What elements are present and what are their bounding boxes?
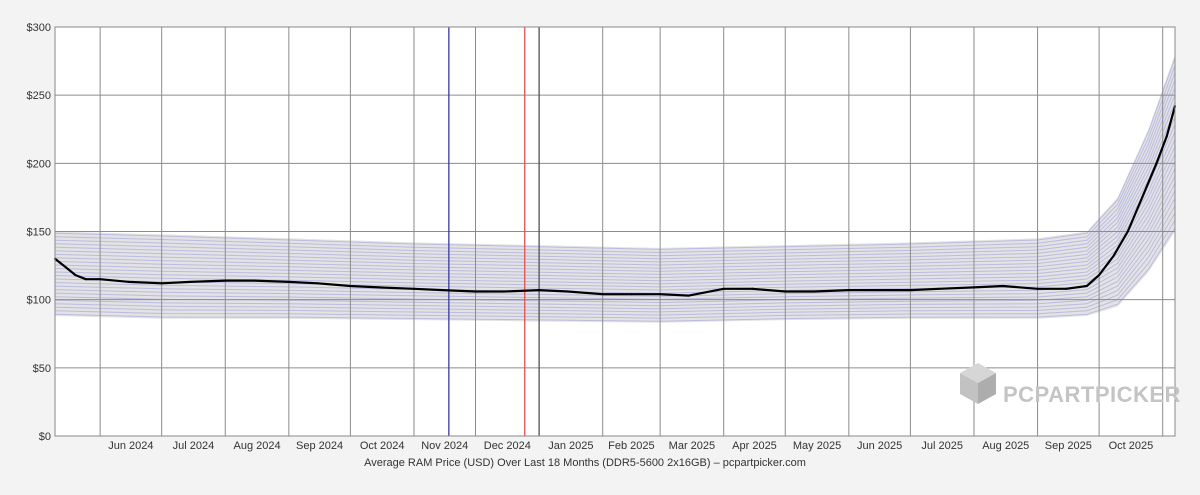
x-tick-label: Sep 2024 [296,440,343,452]
x-tick-label: May 2025 [793,440,841,452]
average-price-point [64,265,67,268]
average-price-point [751,287,754,290]
average-price-point [287,280,290,283]
x-tick-label: Jun 2025 [857,440,902,452]
average-price-point [1126,230,1129,233]
y-tick-label: $50 [33,363,51,375]
x-tick-label: Feb 2025 [608,440,654,452]
series-layer [54,105,1177,297]
cube-icon [960,363,996,404]
average-price-point [1165,135,1168,138]
pcpartpicker-logo: PCPARTPICKER [960,363,1181,407]
y-tick-label: $300 [27,22,51,34]
average-price-point [566,290,569,293]
chart-caption: Average RAM Price (USD) Over Last 18 Mon… [364,457,806,469]
x-tick-label: Jul 2025 [921,440,963,452]
average-price-point [224,279,227,282]
y-tick-label: $250 [27,90,51,102]
x-tick-label: Jun 2024 [108,440,153,452]
x-tick-label: Dec 2024 [484,440,531,452]
y-tick-label: $200 [27,158,51,170]
y-axis-ticks: $0 $50 $100 $150 $200 $250 $300 [27,22,51,443]
average-price-point [127,280,130,283]
y-tick-label: $150 [27,227,51,239]
average-price-point [876,289,879,292]
average-price-point [722,287,725,290]
y-tick-label: $0 [39,431,51,443]
average-price-line [54,105,1177,297]
average-price-point [601,293,604,296]
grid-lines [55,26,1175,437]
x-tick-label: Oct 2024 [360,440,405,452]
average-price-point [441,289,444,292]
average-price-point [538,289,541,292]
date-markers [448,27,540,436]
x-tick-label: Aug 2025 [982,440,1029,452]
average-price-point [74,274,77,277]
average-price-point [160,282,163,285]
average-price-point [1112,255,1115,257]
average-price-point [909,289,912,292]
x-tick-label: Oct 2025 [1109,440,1154,452]
average-price-point [1001,285,1004,287]
average-price-point [84,278,87,281]
average-price-point [378,286,381,289]
average-price-point [413,287,415,290]
watermark-text: PCPARTPICKER [1003,382,1181,407]
average-price-point [349,285,352,287]
x-tick-label: Nov 2024 [421,440,468,452]
average-price-point [1098,274,1101,277]
average-price-point [1155,162,1158,165]
y-tick-label: $100 [27,295,51,307]
x-tick-label: Jan 2025 [548,440,593,452]
x-axis-ticks: Jun 2024 Jul 2024 Aug 2024 Sep 2024 Oct 2024… [108,440,1153,452]
average-price-point [189,280,192,283]
average-price-point [938,287,941,290]
average-price-point [1036,287,1039,290]
plot-border [54,26,1176,437]
average-price-point [847,289,850,292]
x-tick-label: Mar 2025 [669,440,715,452]
average-price-point [813,290,815,293]
average-price-point [253,279,255,282]
average-price-point [659,293,662,296]
average-price-point [503,290,506,293]
average-price-point [316,282,319,285]
average-price-point [973,286,975,289]
x-tick-label: Jul 2024 [173,440,215,452]
average-price-point [630,293,633,296]
price-band-area [55,54,1175,323]
x-tick-label: Apr 2025 [732,440,777,452]
average-price-point [1141,196,1144,199]
x-tick-label: Sep 2025 [1045,440,1092,452]
average-price-point [99,278,102,281]
average-price-point [687,294,690,297]
average-price-point [784,290,787,293]
average-price-point [474,290,477,293]
average-price-point [1065,287,1068,290]
average-price-point [1085,285,1088,287]
x-tick-label: Aug 2024 [233,440,280,452]
